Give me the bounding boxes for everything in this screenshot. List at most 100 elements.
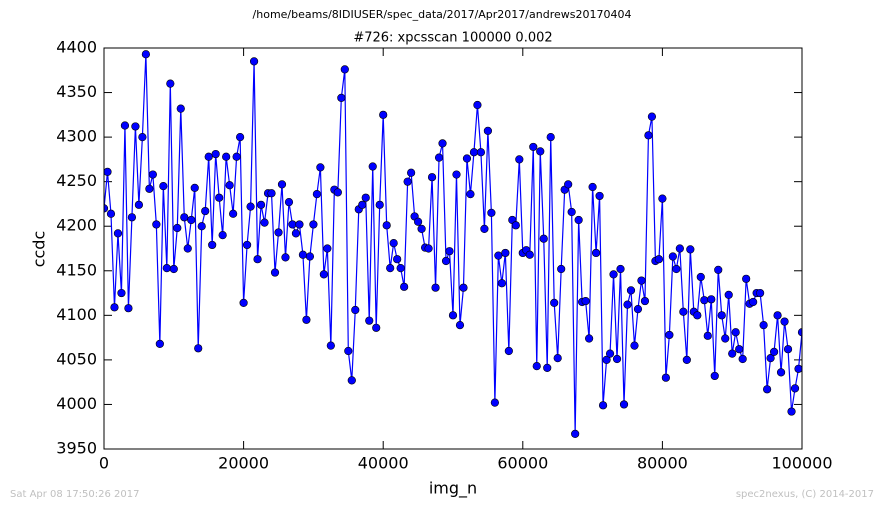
data-point xyxy=(298,250,308,259)
data-point xyxy=(236,133,245,142)
data-point xyxy=(448,311,458,320)
data-point xyxy=(222,152,231,161)
data-point xyxy=(710,371,719,381)
data-point xyxy=(672,264,681,274)
data-point xyxy=(260,218,269,227)
data-point xyxy=(787,407,796,416)
y-tick-label: 4350 xyxy=(56,82,97,101)
y-tick-label: 3950 xyxy=(56,439,97,458)
data-point xyxy=(197,222,206,231)
data-point xyxy=(532,362,541,371)
data-point xyxy=(372,323,381,332)
data-point xyxy=(274,228,283,237)
data-point xyxy=(312,190,321,199)
data-point xyxy=(637,276,646,285)
data-point xyxy=(281,253,290,262)
data-point xyxy=(169,264,178,274)
data-point xyxy=(717,311,726,320)
data-point xyxy=(794,364,802,373)
data-point xyxy=(173,223,182,233)
data-point xyxy=(630,341,639,350)
data-point xyxy=(117,288,126,298)
data-point xyxy=(700,296,709,305)
data-point xyxy=(487,208,496,217)
data-point xyxy=(539,234,548,243)
data-point xyxy=(661,373,670,382)
data-point xyxy=(113,229,123,238)
data-point xyxy=(333,188,342,197)
x-tick-label: 100000 xyxy=(771,454,832,473)
data-point xyxy=(291,229,301,238)
data-point xyxy=(445,247,454,256)
data-point xyxy=(201,206,210,216)
data-point xyxy=(225,181,234,190)
data-point xyxy=(187,215,196,225)
data-point xyxy=(431,283,440,292)
data-point xyxy=(682,355,691,364)
data-point xyxy=(365,316,374,325)
data-point xyxy=(288,220,297,229)
y-tick-label: 4300 xyxy=(56,127,97,146)
data-point xyxy=(284,198,294,207)
x-axis-label: img_n xyxy=(429,479,477,499)
data-point xyxy=(567,207,576,217)
data-point xyxy=(295,220,304,229)
data-point xyxy=(434,153,444,162)
data-point xyxy=(106,209,116,218)
data-point xyxy=(466,190,475,199)
data-point xyxy=(309,220,318,229)
data-point xyxy=(623,300,632,309)
data-point xyxy=(452,170,461,179)
data-point xyxy=(483,126,493,135)
data-point xyxy=(462,154,472,163)
data-point xyxy=(581,296,590,306)
y-tick-label: 4050 xyxy=(56,349,97,368)
plot-frame xyxy=(103,47,803,450)
data-point xyxy=(480,224,489,233)
data-point xyxy=(633,304,643,314)
data-point xyxy=(588,182,597,192)
data-point xyxy=(347,376,356,385)
data-point xyxy=(780,317,789,326)
data-point xyxy=(424,244,433,253)
data-point xyxy=(382,221,391,230)
data-point xyxy=(557,264,566,274)
data-point xyxy=(316,163,325,172)
data-point xyxy=(550,298,559,307)
data-point xyxy=(127,213,137,222)
data-point xyxy=(270,268,280,277)
data-point xyxy=(277,180,287,189)
data-point xyxy=(211,149,220,159)
data-point xyxy=(246,202,255,211)
data-point xyxy=(249,57,259,66)
x-tick-label: 80000 xyxy=(637,454,688,473)
data-point xyxy=(731,328,740,337)
x-tick-label: 40000 xyxy=(358,454,409,473)
y-tick-label: 4400 xyxy=(56,38,97,57)
footer-left: Sat Apr 08 17:50:26 2017 xyxy=(10,489,140,500)
data-point xyxy=(658,194,667,203)
data-point xyxy=(724,290,733,299)
data-point xyxy=(459,283,468,292)
data-point xyxy=(797,328,802,337)
data-point xyxy=(340,65,349,74)
data-point xyxy=(497,279,506,288)
y-tick-label: 4100 xyxy=(56,305,97,324)
data-point xyxy=(525,250,534,259)
data-point xyxy=(441,256,451,266)
data-point xyxy=(721,334,730,343)
data-point xyxy=(776,368,786,377)
data-point xyxy=(305,252,315,261)
data-point xyxy=(253,255,262,264)
data-point xyxy=(407,168,416,177)
suptitle: /home/beams/8IDIUSER/spec_data/2017/Apr2… xyxy=(253,8,632,21)
data-point xyxy=(229,209,238,218)
data-point xyxy=(208,240,217,250)
data-point xyxy=(749,297,758,307)
data-point xyxy=(735,345,744,354)
data-point xyxy=(176,104,185,113)
data-point xyxy=(536,147,545,156)
data-point xyxy=(501,248,510,258)
data-point xyxy=(668,252,677,261)
